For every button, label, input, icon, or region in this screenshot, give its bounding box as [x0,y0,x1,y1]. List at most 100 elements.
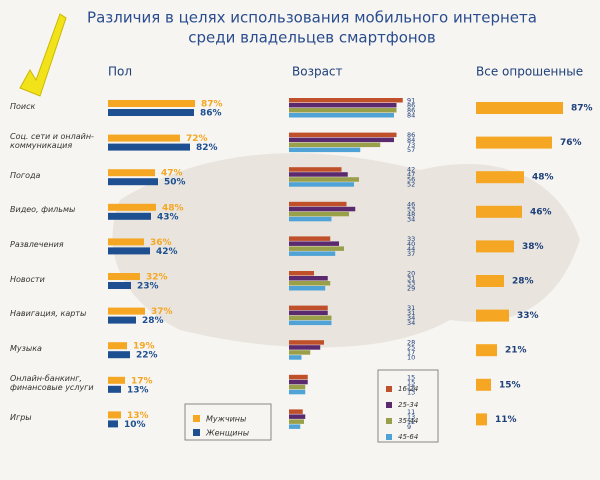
bar [289,384,306,390]
title: среди владельцев смартфонов [188,29,435,47]
bar [476,205,522,218]
bar [289,246,344,251]
value-label: 33 [407,280,415,288]
value-label: 37% [151,307,173,317]
value-label: 42% [156,247,178,257]
bar [108,247,150,255]
value-label: 56 [407,176,415,184]
bar [289,132,397,138]
bar [108,282,131,289]
bar [289,142,381,148]
value-label: 12 [407,418,415,426]
panel-title: Пол [108,65,132,79]
bar [108,342,127,350]
value-label: 50% [164,178,186,188]
value-label: 13% [127,385,149,395]
panel-title: Все опрошенные [476,65,583,79]
bar [108,307,145,315]
value-label: 48 [407,210,415,218]
bar [476,378,491,391]
bar [289,419,304,424]
value-label: 21% [505,346,527,356]
value-label: 40 [407,240,415,248]
value-label: 86 [407,102,415,110]
bar [108,420,118,428]
value-label: 13% [127,411,149,421]
value-label: 31 [407,304,415,312]
bar [108,212,151,220]
value-label: 22% [136,351,158,361]
value-label: 31 [407,275,415,283]
bar [476,136,552,149]
bar [289,374,308,380]
value-label: 15 [407,378,415,386]
bar [289,305,328,311]
value-label: 28 [407,339,415,347]
bar [289,211,349,217]
bar [108,178,158,186]
bar [476,413,487,426]
bar [289,147,361,153]
bar [289,350,311,355]
value-label: 13 [407,388,415,396]
value-label: 32% [146,273,168,283]
bar [108,169,155,177]
legend-label: Мужчины [206,415,246,424]
value-label: 13 [407,383,415,391]
value-label: 42 [407,166,415,174]
value-label: 76% [560,138,582,148]
value-label: 34 [407,314,415,322]
value-label: 34 [407,215,415,223]
legend-label: 16-24 [398,385,418,393]
bar [289,379,308,385]
value-label: 11% [495,415,517,425]
value-label: 47% [161,169,183,179]
bar [289,251,336,256]
value-label: 13 [407,413,415,421]
value-label: 34 [407,319,415,327]
category-label: Онлайн-банкинг, финансовые услуги [10,373,94,392]
bar [289,98,403,103]
legend-swatch [386,386,392,392]
legend-label: Женщины [205,429,249,438]
check-icon [19,13,67,97]
value-label: 10 [407,354,415,362]
bar [289,315,332,321]
bar [289,355,302,360]
value-label: 86% [200,109,222,119]
value-label: 29 [407,285,415,293]
bar [289,286,326,291]
bar [289,137,394,143]
bar [289,409,303,414]
value-label: 28% [512,277,534,287]
bar [289,241,339,246]
value-label: 48% [162,203,184,213]
legend-swatch [386,418,392,424]
category-label: Музыка [10,343,42,353]
bar [289,182,354,187]
value-label: 31 [407,309,415,317]
legend-swatch [386,434,392,440]
value-label: 15% [499,380,521,390]
value-label: 10% [124,420,146,430]
value-label: 23% [137,282,159,292]
category-label: Поиск [10,101,36,111]
bar [108,100,195,107]
bar [476,344,497,357]
value-label: 44 [407,245,415,253]
bar [289,320,332,326]
bar [289,310,328,316]
bar [289,271,314,276]
value-label: 17 [407,349,415,357]
category-label: Погода [10,170,41,180]
value-label: 84 [407,112,415,120]
legend-box [184,403,272,441]
bar [289,172,348,177]
bar [108,351,130,359]
legend-label: 25-34 [398,401,418,409]
bar [108,109,194,116]
value-label: 43% [157,212,179,222]
bar [289,276,328,281]
